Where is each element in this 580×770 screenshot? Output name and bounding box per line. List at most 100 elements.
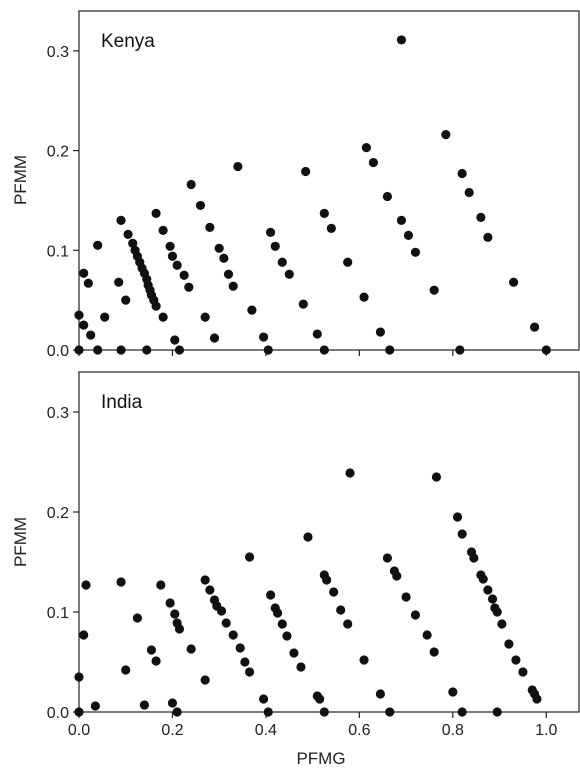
data-point (205, 585, 215, 595)
data-point (151, 208, 161, 219)
data-point (151, 656, 161, 666)
data-point (172, 260, 182, 270)
data-point (343, 257, 353, 267)
data-point (298, 299, 308, 309)
plot-frame (78, 371, 580, 713)
data-point (132, 613, 143, 623)
data-point (315, 694, 325, 704)
data-point (86, 330, 96, 340)
data-point (165, 241, 175, 251)
data-point (158, 312, 168, 322)
data-point (336, 605, 346, 615)
data-point (209, 333, 220, 343)
y-axis-title: PFMM (11, 517, 30, 567)
data-point (263, 345, 273, 355)
data-point (240, 657, 250, 667)
data-point (508, 277, 519, 287)
data-point (410, 247, 421, 257)
data-point (476, 212, 486, 222)
data-point (74, 310, 84, 320)
data-point (174, 345, 185, 355)
data-point (457, 707, 467, 717)
data-point (116, 345, 126, 355)
data-point (79, 320, 89, 330)
data-point (93, 345, 103, 355)
data-point (441, 130, 451, 140)
data-point (277, 619, 287, 629)
data-point (123, 229, 133, 239)
data-point (375, 327, 386, 337)
data-point (228, 630, 238, 640)
data-point (457, 529, 467, 539)
data-point (431, 472, 442, 482)
x-tick-label: 1.0 (535, 722, 557, 739)
data-point (272, 608, 283, 618)
data-point (221, 618, 231, 628)
data-point (170, 335, 180, 345)
data-point (258, 694, 269, 704)
data-point (492, 707, 502, 717)
y-tick-label: 0.2 (47, 144, 69, 161)
data-point (343, 619, 353, 629)
data-point (303, 532, 313, 542)
data-point (289, 648, 299, 658)
data-point (492, 607, 502, 617)
data-point (200, 312, 210, 322)
data-point (322, 575, 332, 585)
data-point (146, 645, 157, 655)
data-point (455, 345, 465, 355)
data-point (382, 553, 393, 563)
panel-title: India (101, 392, 143, 413)
y-tick-label: 0.0 (47, 705, 69, 722)
data-point (532, 694, 542, 704)
data-point (270, 241, 280, 251)
data-point (184, 282, 194, 292)
data-point (258, 332, 269, 342)
data-point (319, 208, 329, 219)
data-point (214, 243, 224, 253)
data-point (329, 587, 339, 597)
data-point (422, 630, 432, 640)
data-point (345, 468, 355, 478)
data-point (81, 580, 91, 590)
data-point (530, 322, 540, 332)
data-point (401, 592, 411, 602)
data-point (116, 215, 126, 225)
data-point (142, 345, 152, 355)
data-point (359, 292, 369, 302)
panel-title: Kenya (101, 31, 155, 52)
data-point (464, 187, 474, 198)
data-point (392, 571, 402, 581)
data-point (326, 223, 336, 233)
data-point (186, 179, 196, 190)
data-point (195, 200, 206, 211)
y-tick-label: 0.3 (47, 405, 69, 422)
y-tick-label: 0.0 (47, 343, 69, 360)
data-point (410, 610, 421, 620)
data-point (296, 662, 306, 672)
data-point (359, 655, 369, 665)
data-point (504, 639, 514, 649)
data-point (172, 707, 182, 717)
data-point (74, 707, 84, 717)
data-point (128, 238, 138, 248)
data-point (219, 253, 229, 263)
data-point (74, 672, 84, 682)
data-point (483, 585, 493, 595)
data-point (247, 305, 257, 315)
x-axis-title: PFMG (296, 749, 345, 768)
y-tick-label: 0.1 (47, 243, 69, 260)
plot-frame (78, 10, 580, 351)
data-point (282, 631, 292, 641)
data-point (79, 630, 89, 640)
data-point (93, 240, 103, 250)
data-point (452, 512, 463, 522)
data-point (265, 227, 276, 237)
data-point (487, 594, 498, 604)
data-point (116, 577, 126, 587)
data-point (429, 285, 439, 295)
data-point (174, 624, 185, 634)
data-point (382, 191, 393, 202)
data-point (244, 667, 255, 677)
y-tick-label: 0.2 (47, 505, 69, 522)
